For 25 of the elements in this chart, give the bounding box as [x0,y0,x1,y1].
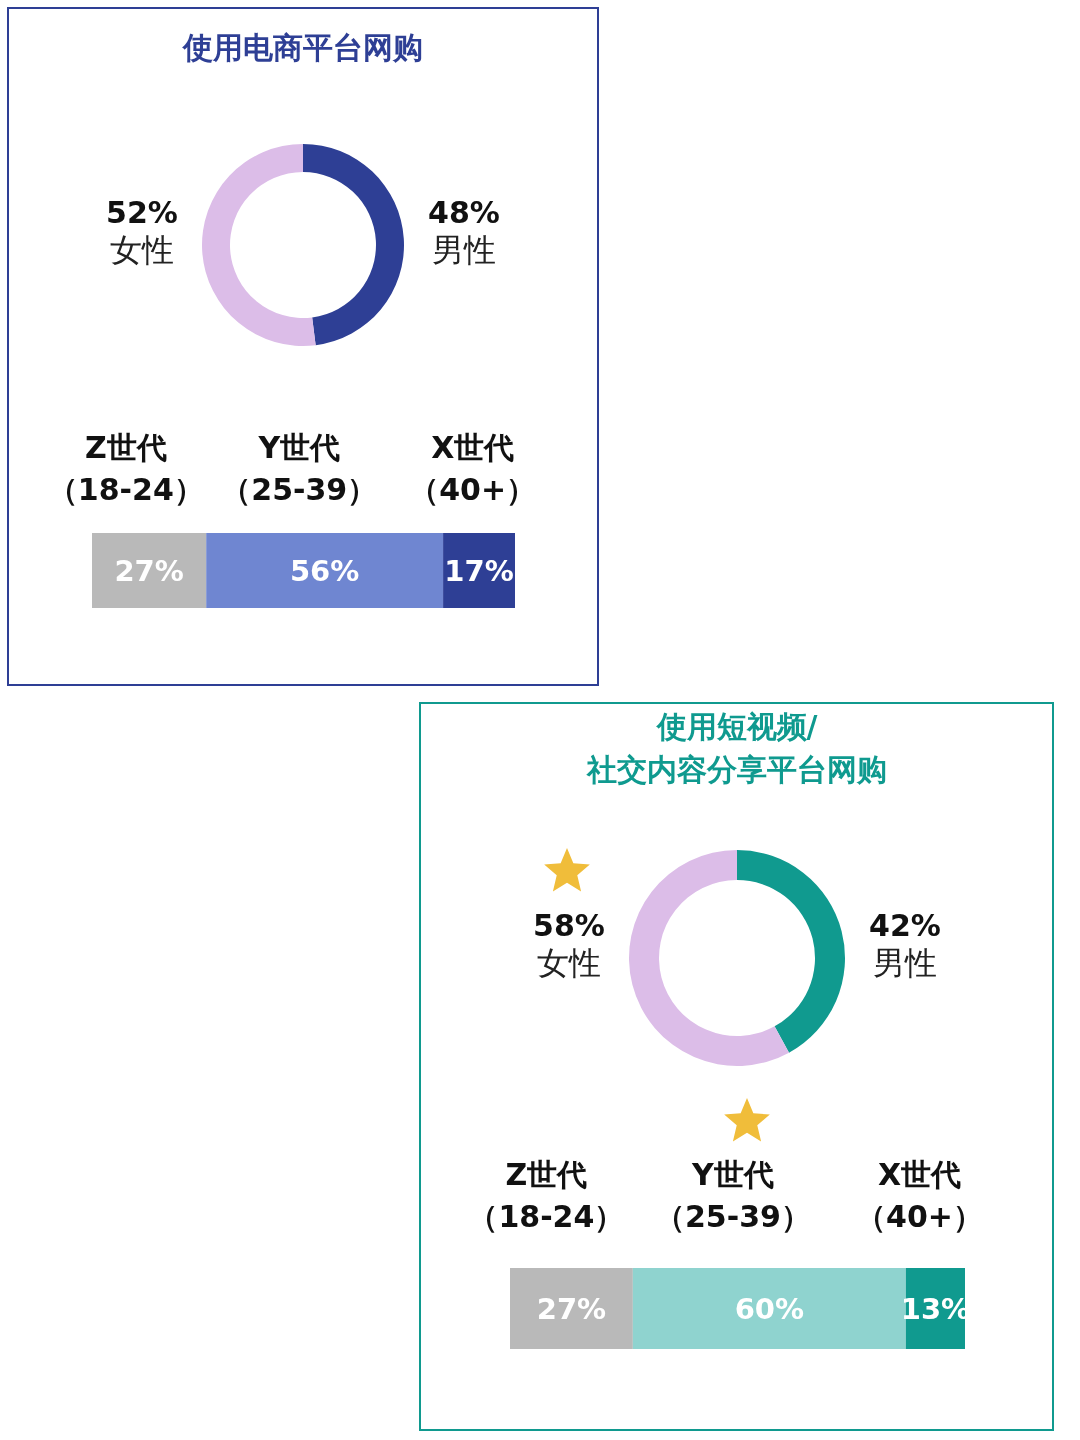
slice-label: 女性 [110,231,174,269]
donut-slice [202,144,316,346]
chart-title: 使用短视频/ 社交内容分享平台网购 [586,709,887,787]
slice-label: 女性 [537,944,601,982]
donut-slice [629,850,790,1066]
donut-slice [303,144,404,346]
data-label: 42% [869,908,941,943]
slice-label: 男性 [432,231,496,269]
data-label: 27% [536,1291,607,1326]
series-label: Y世代（25-39） [221,430,378,507]
donut-slice [737,850,845,1053]
slice-label: 男性 [873,944,937,982]
series-label: Y世代（25-39） [654,1157,811,1234]
data-label: 58% [533,908,605,943]
series-label: X世代（40+） [409,430,537,507]
data-label: 27% [114,553,184,588]
data-label: 17% [444,553,514,588]
series-label: X世代（40+） [856,1157,983,1234]
series-label: Z世代（18-24） [468,1157,625,1234]
series-label: Z世代（18-24） [47,430,204,507]
chart-title: 使用电商平台网购 [182,30,423,65]
data-label: 60% [734,1291,805,1326]
data-label: 56% [289,553,360,588]
data-label: 52% [106,195,178,230]
data-label: 48% [428,195,500,230]
